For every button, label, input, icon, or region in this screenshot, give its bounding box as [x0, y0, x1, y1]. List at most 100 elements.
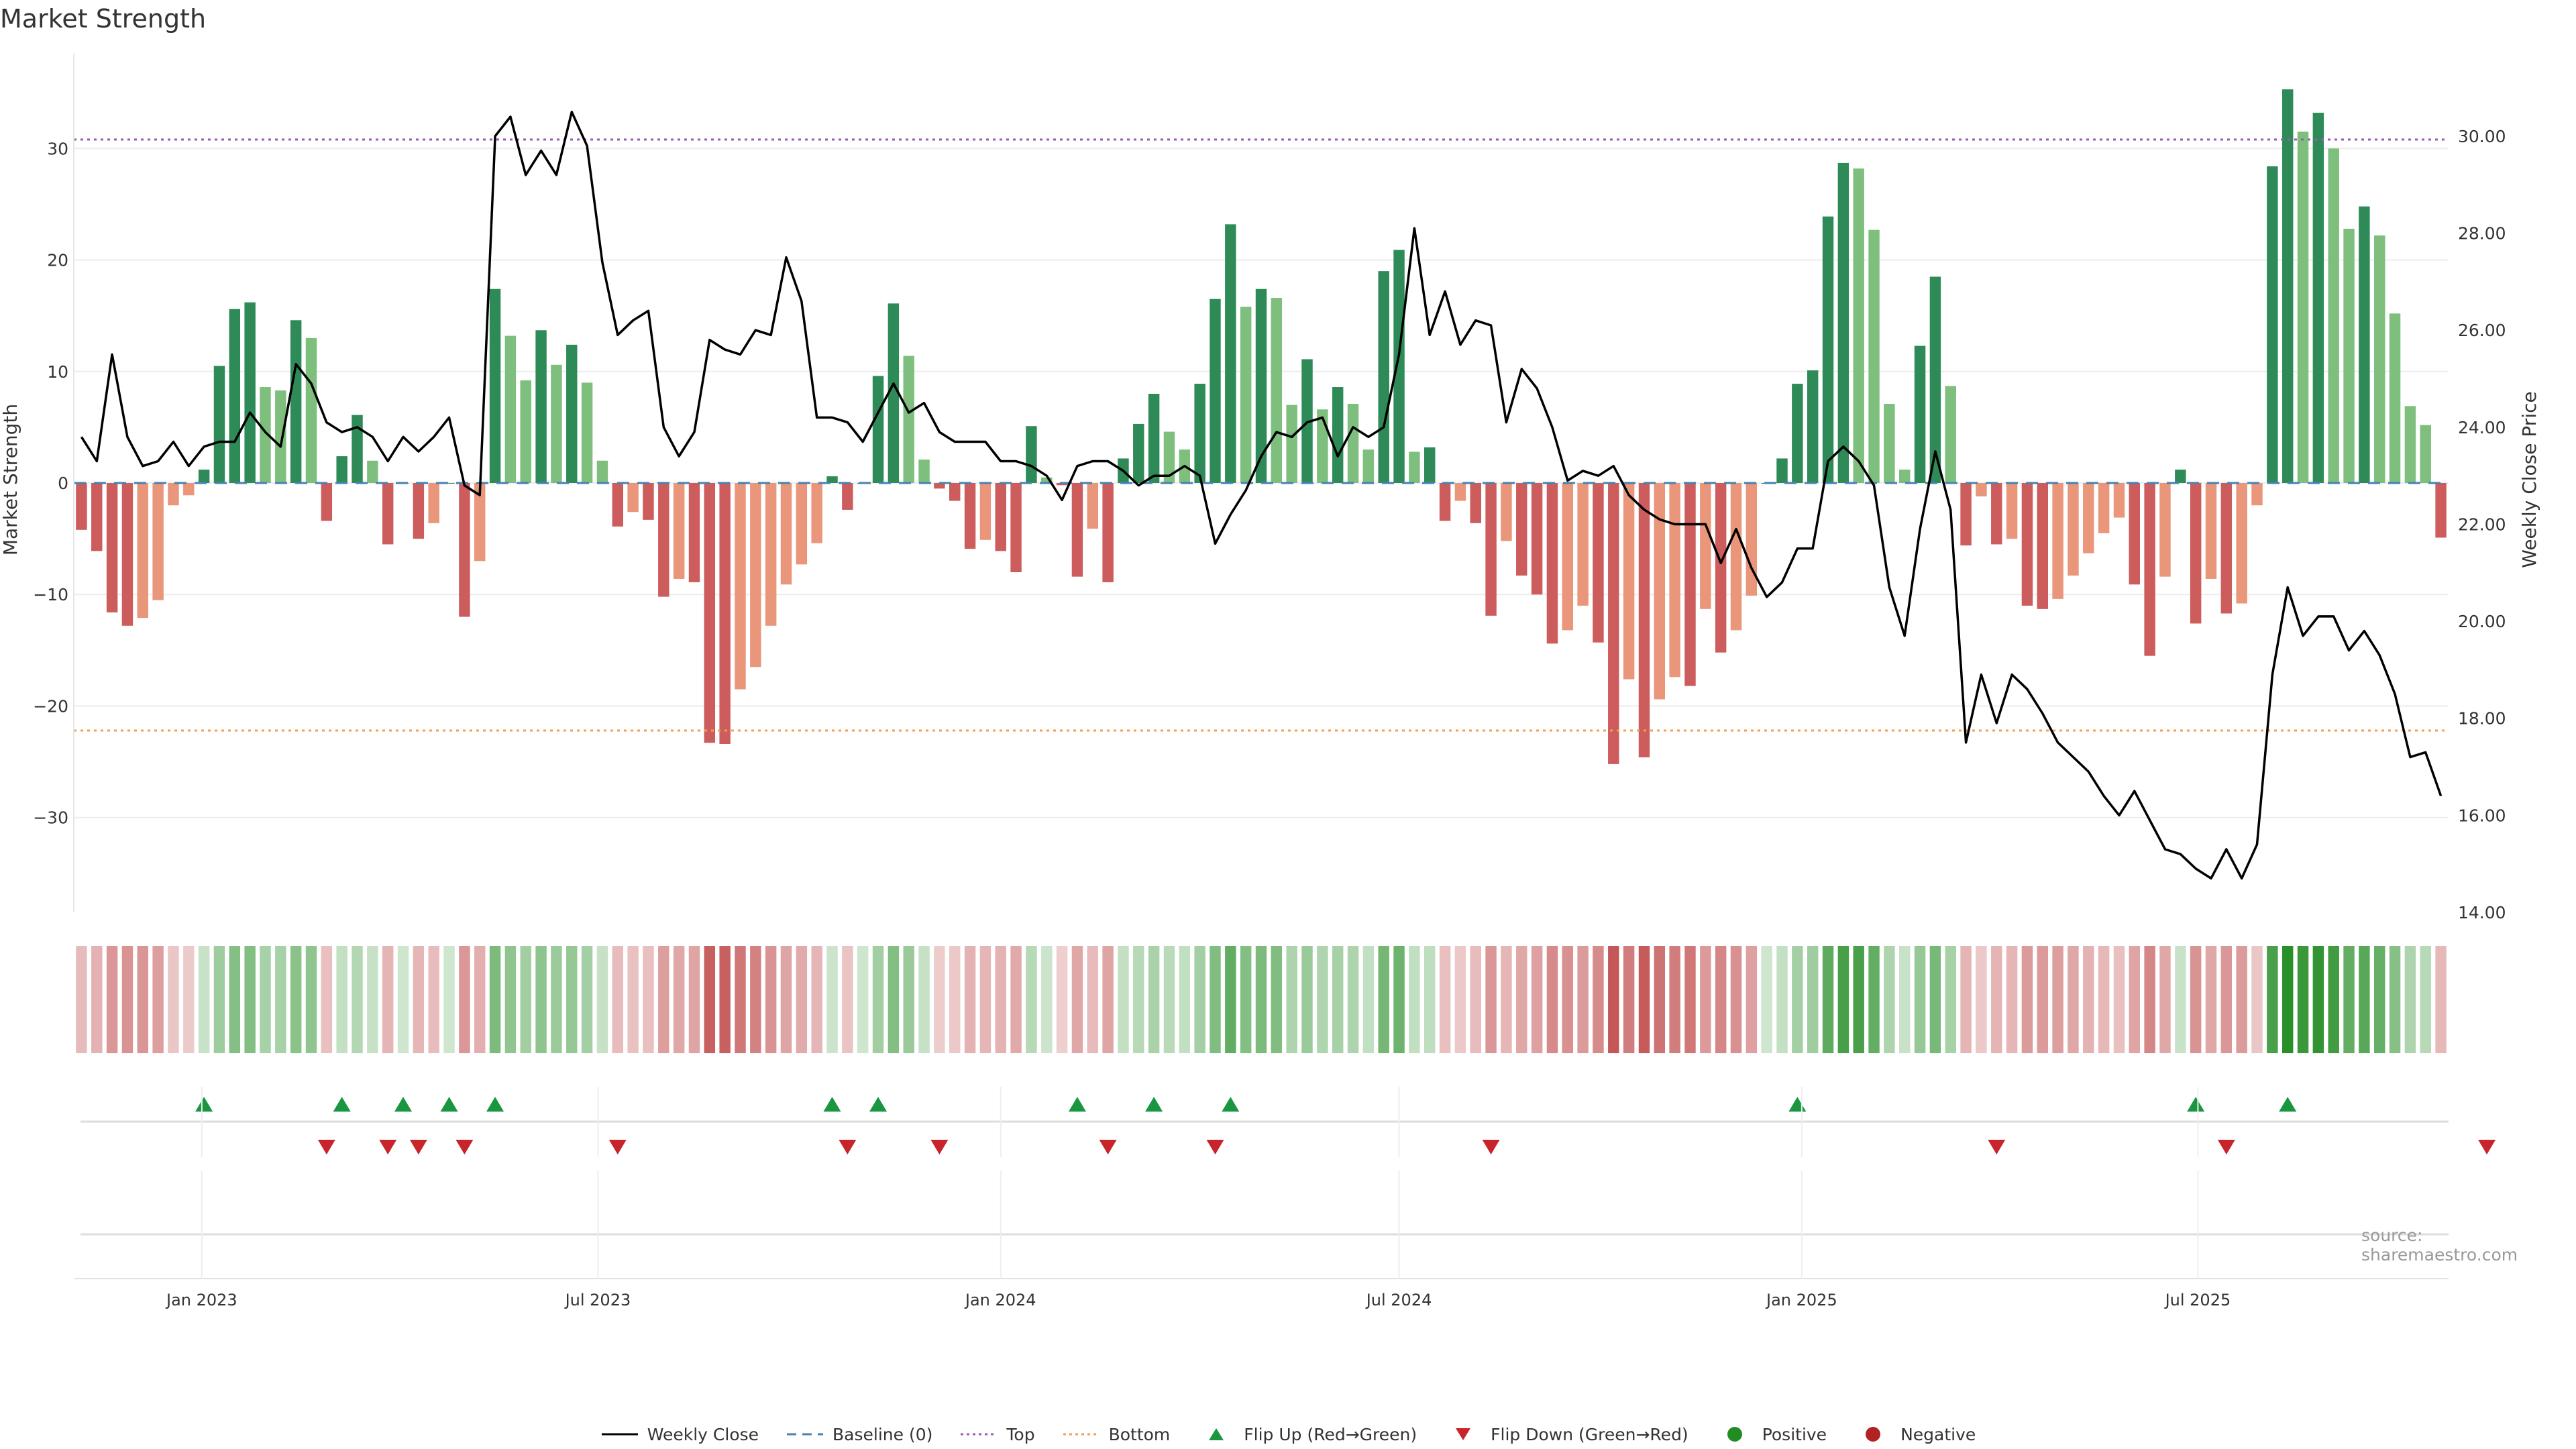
heat-cell [1593, 946, 1604, 1053]
y-axis-label-right: Weekly Close Price [2518, 391, 2540, 568]
heat-cell [780, 946, 792, 1053]
heat-cell [1118, 946, 1129, 1053]
strength-bar [1102, 483, 1114, 582]
heat-cell [1301, 946, 1313, 1053]
y-tick-label-right: 20.00 [2458, 612, 2506, 631]
heat-cell [811, 946, 822, 1053]
strength-bar [2205, 483, 2217, 579]
legend-item: Flip Down (Green→Red) [1444, 1425, 1688, 1444]
strength-bar [1286, 405, 1297, 483]
legend-swatch [1727, 1427, 1742, 1442]
heat-cell [1884, 946, 1895, 1053]
strength-bar [1684, 483, 1696, 686]
heat-cell [1546, 946, 1558, 1053]
strength-bar [106, 483, 118, 612]
heat-cell [964, 946, 976, 1053]
heat-cell [1255, 946, 1267, 1053]
strength-bar [750, 483, 761, 667]
strength-bar [2404, 406, 2416, 483]
strength-bar [2083, 483, 2094, 553]
heat-cell [2052, 946, 2063, 1053]
x-tick-label: Jan 2025 [1765, 1291, 1837, 1309]
heat-cell [1822, 946, 1834, 1053]
heat-cell [551, 946, 562, 1053]
heat-cell [1715, 946, 1727, 1053]
heat-cell [1332, 946, 1344, 1053]
strength-bar [2006, 483, 2018, 539]
strength-bar [2435, 483, 2447, 538]
y-tick-label-right: 26.00 [2458, 321, 2506, 340]
heat-cell [2129, 946, 2141, 1053]
y-tick-label-right: 28.00 [2458, 224, 2506, 244]
heat-cell [2435, 946, 2447, 1053]
source-note: source: sharemaestro.com [2361, 1226, 2518, 1265]
strength-bar [1715, 483, 1727, 653]
flip-up-marker [1222, 1096, 1240, 1112]
strength-bar [443, 483, 455, 484]
flip-down-marker [1482, 1139, 1500, 1155]
legend-item: Bottom [1062, 1425, 1170, 1444]
strength-bar [2021, 483, 2033, 606]
heat-cell [750, 946, 761, 1053]
strength-bar [1240, 307, 1252, 483]
heat-cell [489, 946, 501, 1053]
flip-up-marker [333, 1096, 351, 1112]
strength-bar [1868, 229, 1880, 483]
strength-bar [1041, 477, 1053, 483]
y-tick-label-right: 22.00 [2458, 515, 2506, 534]
strength-bar [1301, 359, 1313, 483]
y-tick-label-left: 0 [58, 474, 68, 493]
heat-cell [183, 946, 195, 1053]
heat-cell [765, 946, 777, 1053]
strength-bar [198, 470, 210, 483]
heat-cell [152, 946, 164, 1053]
heat-cell [1608, 946, 1619, 1053]
strength-bar [1914, 345, 1926, 483]
flip-down-marker [409, 1139, 427, 1155]
heat-cell [1393, 946, 1405, 1053]
strength-bar [2312, 113, 2324, 484]
legend-label: Baseline (0) [833, 1424, 933, 1444]
heat-cell [1424, 946, 1436, 1053]
strength-bar [1071, 483, 1083, 577]
heat-cell [1485, 946, 1497, 1053]
strength-bar [1746, 483, 1758, 596]
strength-bar [1531, 483, 1543, 595]
legend-label: Negative [1900, 1424, 1976, 1444]
x-tick-label: Jul 2025 [2164, 1291, 2231, 1309]
heat-cell [168, 946, 179, 1053]
heat-cell [596, 946, 608, 1053]
strength-bar [1501, 483, 1512, 541]
heat-cell [2175, 946, 2186, 1053]
strength-bar [949, 483, 961, 501]
heat-cell [688, 946, 700, 1053]
flip-down-marker [2217, 1139, 2235, 1155]
strength-bar [244, 302, 256, 483]
heat-cell [1761, 946, 1772, 1053]
flip-down-marker [608, 1139, 627, 1155]
heat-cell [1929, 946, 1941, 1053]
flip-down-marker [317, 1139, 335, 1155]
strength-bar [152, 483, 164, 600]
heat-cell [321, 946, 333, 1053]
y-tick-label-right: 16.00 [2458, 806, 2506, 825]
legend-swatch [787, 1433, 824, 1436]
heat-cell [2037, 946, 2048, 1053]
strength-bar [2052, 483, 2063, 599]
heat-cell [352, 946, 363, 1053]
strength-bar [1991, 483, 2002, 545]
legend-item: Baseline (0) [786, 1425, 932, 1444]
legend-item: Negative [1854, 1425, 1976, 1444]
heat-cell [1746, 946, 1758, 1053]
heat-cell [397, 946, 409, 1053]
heat-cell [2083, 946, 2094, 1053]
strength-bar [1623, 483, 1635, 680]
strength-bar [2267, 166, 2278, 483]
strength-bar [2343, 228, 2355, 483]
flip-up-marker [1788, 1096, 1807, 1112]
strength-bar [826, 476, 838, 483]
heat-cell [2159, 946, 2171, 1053]
y-tick-label-right: 30.00 [2458, 127, 2506, 146]
heat-cell [673, 946, 685, 1053]
heat-cell [796, 946, 808, 1053]
